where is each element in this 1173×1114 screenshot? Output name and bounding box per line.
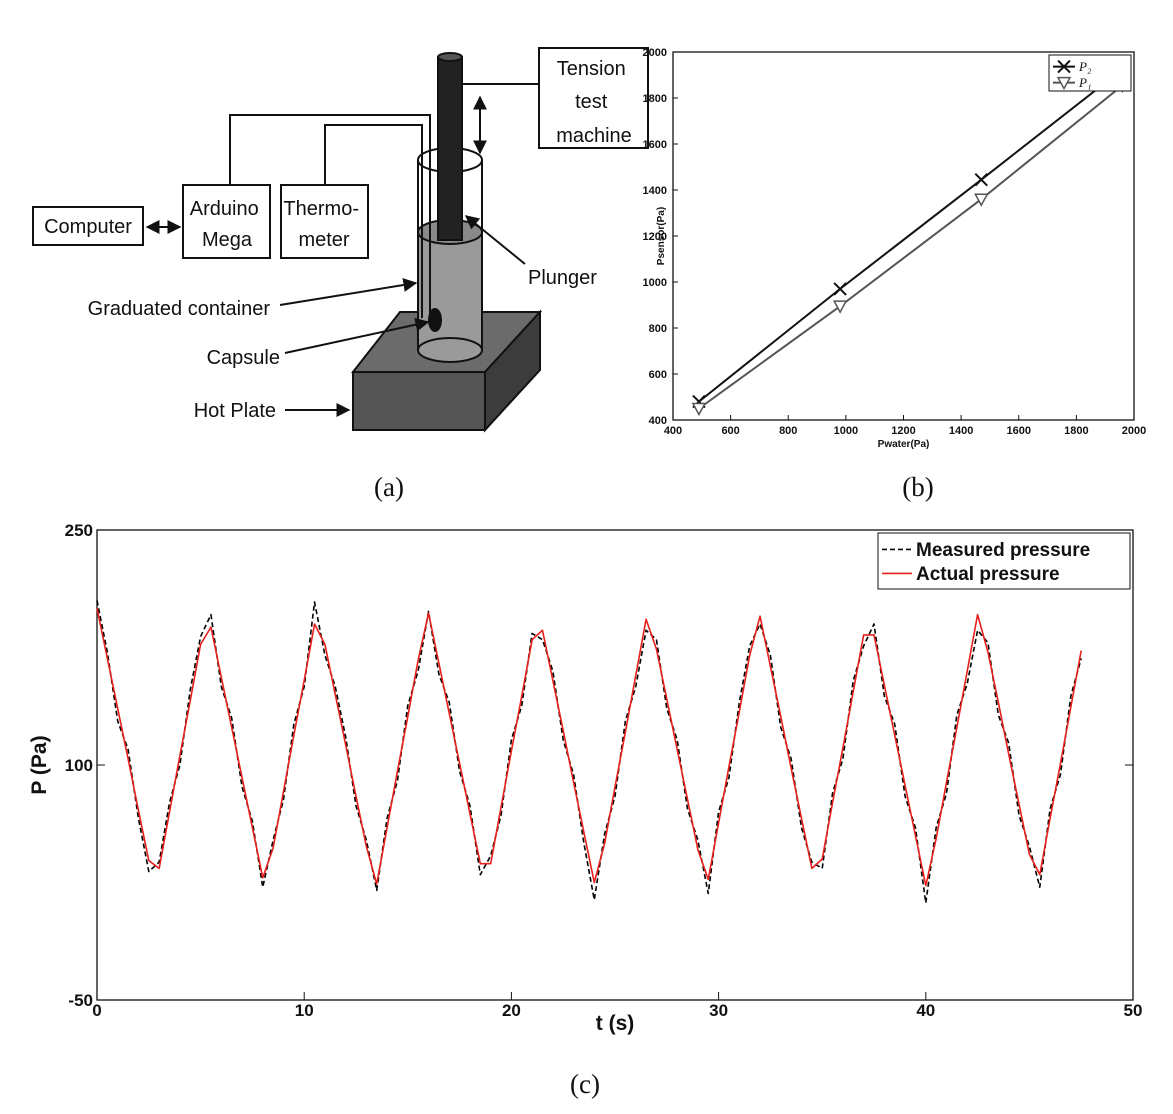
- plot-frame: [96, 529, 1134, 1001]
- label: Arduino Mega: [190, 198, 265, 251]
- y-tick-label: 400: [649, 415, 667, 427]
- label: Tension test machine: [556, 58, 632, 147]
- x-tick-label: 2000: [1122, 425, 1146, 437]
- tension-box: [538, 47, 649, 149]
- y-tick-label: 1000: [643, 277, 667, 289]
- legend-label: Actual pressure: [916, 564, 1060, 585]
- label-line: Tension: [557, 58, 626, 80]
- series-line: [96, 608, 1082, 887]
- x-axis-label: Pwater(Pa): [878, 439, 930, 450]
- x-tick-label: 800: [779, 425, 797, 437]
- wire: [229, 114, 431, 318]
- marker: [832, 300, 848, 314]
- label: Hot Plate: [194, 400, 276, 422]
- y-tick-label: 100: [65, 756, 93, 775]
- plunger-rod: [437, 56, 463, 241]
- y-tick-label: 1400: [643, 185, 667, 197]
- x-tick-label: 1800: [1064, 425, 1088, 437]
- legend-box: [877, 532, 1131, 590]
- label-line: test: [575, 91, 608, 113]
- label-line: Arduino: [190, 198, 259, 220]
- label: Plunger: [528, 267, 597, 289]
- label-line: Thermo-: [283, 198, 359, 220]
- x-tick-label: 10: [295, 1001, 314, 1020]
- x-tick-label: 1600: [1007, 425, 1031, 437]
- x-tick-label: 1200: [891, 425, 915, 437]
- legend-label: P₁: [1078, 75, 1091, 90]
- marker: [1056, 76, 1072, 91]
- series-line: [698, 84, 1124, 410]
- marker: [974, 193, 989, 207]
- arduino-box: [182, 184, 271, 259]
- arrow: [284, 317, 430, 354]
- label-line: Mega: [202, 229, 253, 251]
- computer-box: [32, 206, 144, 246]
- x-tick-label: 40: [916, 1001, 935, 1020]
- diagram-labels: Computer Arduino Mega Thermo- meter Tens…: [44, 58, 632, 422]
- y-tick-label: 600: [649, 369, 667, 381]
- label: Computer: [44, 216, 132, 238]
- hot-plate-front: [352, 371, 486, 431]
- wire: [324, 124, 423, 318]
- caption: (a): [374, 472, 404, 502]
- y-tick-label: -50: [68, 991, 93, 1010]
- label-line: meter: [298, 229, 349, 251]
- marker: [691, 402, 707, 417]
- marker: [974, 172, 989, 187]
- legend-marker: [1057, 59, 1071, 74]
- marker: [1057, 59, 1071, 74]
- series-line: [698, 68, 1124, 403]
- x-tick-label: 1400: [949, 425, 973, 437]
- liquid: [418, 232, 482, 350]
- label: Thermo- meter: [283, 198, 364, 251]
- x-tick-label: 20: [502, 1001, 521, 1020]
- y-tick-label: 2000: [643, 47, 667, 59]
- y-tick-label: 1600: [643, 139, 667, 151]
- caption: (b): [902, 472, 933, 502]
- thermometer-box: [280, 184, 369, 259]
- caption: (c): [570, 1069, 600, 1099]
- x-tick-label: 400: [664, 425, 682, 437]
- container-bottom: [417, 337, 483, 363]
- y-axis-label: P (Pa): [28, 735, 51, 794]
- arrow: [279, 278, 418, 306]
- legend-label: Measured pressure: [916, 540, 1090, 561]
- y-tick-label: 1800: [643, 93, 667, 105]
- chart: 0 10 20 30 40 50 -50 100 250 t (s) P (Pa) Measured …: [28, 521, 1142, 1035]
- x-tick-label: 30: [709, 1001, 728, 1020]
- arrow: [464, 215, 526, 265]
- y-axis-label: Psensor(Pa): [656, 207, 667, 265]
- x-tick-label: 1000: [834, 425, 858, 437]
- marker: [833, 282, 847, 296]
- chart: 400 600 800 1000 1200 1400 1600 1800 2000 400 600 8…: [643, 47, 1147, 450]
- legend-marker: [1056, 76, 1072, 91]
- x-tick-label: 0: [92, 1001, 101, 1020]
- rod-top: [437, 52, 463, 62]
- label: Graduated container: [88, 298, 271, 320]
- x-axis-label: t (s): [596, 1012, 635, 1035]
- y-tick-label: 250: [65, 521, 93, 540]
- x-tick-label: 600: [721, 425, 739, 437]
- legend-label: P₂: [1078, 59, 1092, 74]
- x-tick-label: 50: [1124, 1001, 1143, 1020]
- label-line: machine: [556, 125, 632, 147]
- y-tick-label: 800: [649, 323, 667, 335]
- apparatus-diagram: [32, 47, 649, 433]
- y-tick-label: 1200: [643, 231, 667, 243]
- plot-frame: [672, 51, 1135, 421]
- label: Capsule: [207, 347, 280, 369]
